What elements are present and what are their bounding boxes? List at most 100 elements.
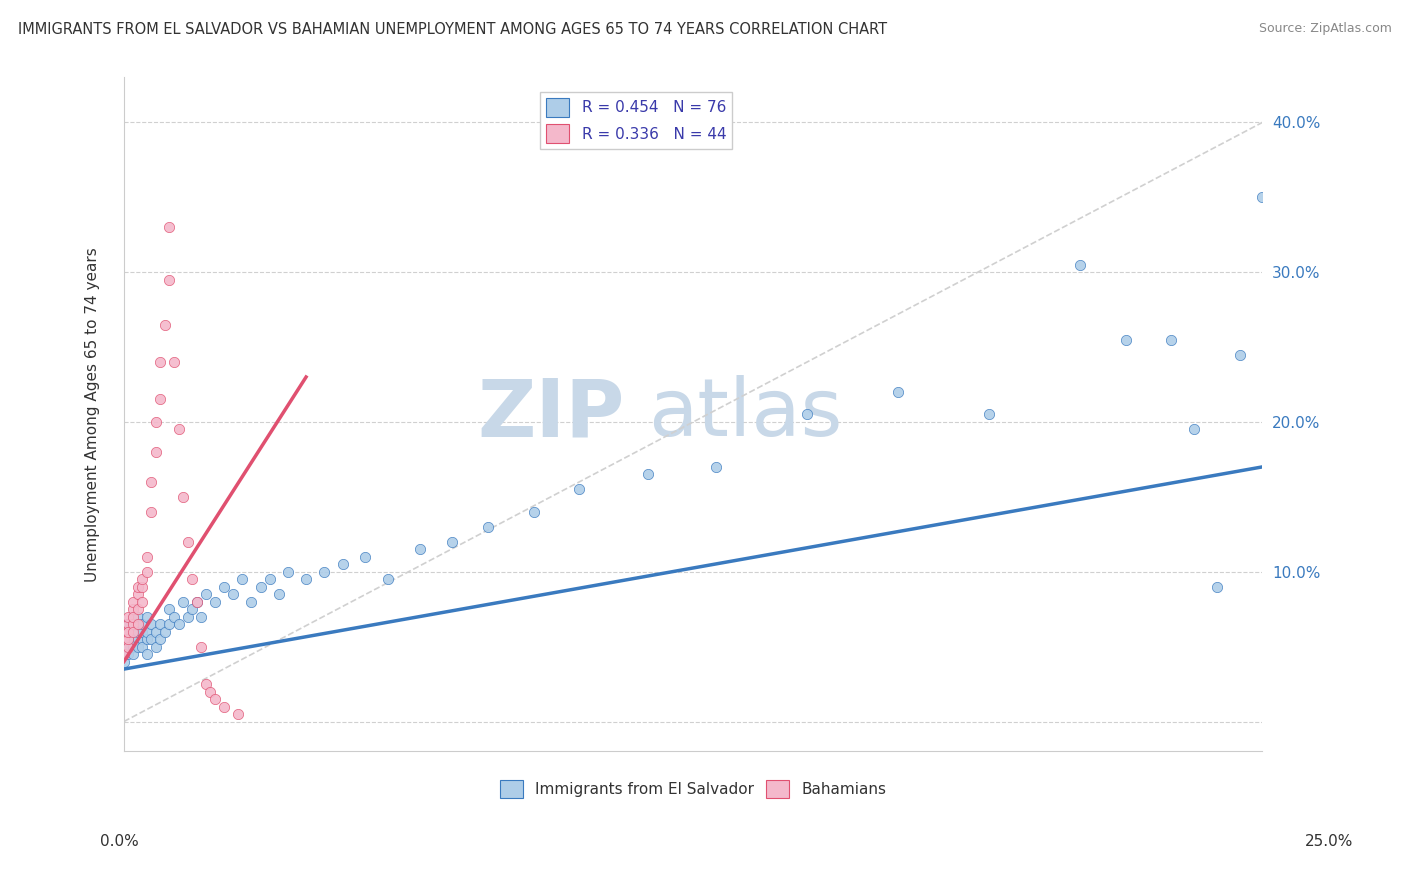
Legend: Immigrants from El Salvador, Bahamians: Immigrants from El Salvador, Bahamians	[494, 773, 893, 805]
Point	[212, 580, 235, 594]
Point	[122, 617, 145, 632]
Point	[377, 572, 399, 586]
Point	[141, 632, 163, 647]
Point	[159, 273, 181, 287]
Point	[1115, 333, 1137, 347]
Point	[259, 572, 281, 586]
Point	[190, 640, 212, 654]
Y-axis label: Unemployment Among Ages 65 to 74 years: Unemployment Among Ages 65 to 74 years	[86, 247, 100, 582]
Point	[1182, 422, 1205, 436]
Point	[523, 505, 546, 519]
Point	[249, 580, 271, 594]
Point	[231, 572, 253, 586]
Point	[131, 624, 153, 639]
Point	[637, 467, 659, 482]
Point	[181, 602, 204, 616]
Point	[204, 692, 226, 706]
Point	[159, 602, 181, 616]
Point	[135, 624, 157, 639]
Point	[122, 624, 145, 639]
Point	[127, 624, 149, 639]
Point	[240, 595, 263, 609]
Point	[704, 459, 727, 474]
Point	[135, 549, 157, 564]
Point	[149, 632, 172, 647]
Point	[176, 609, 198, 624]
Point	[117, 632, 139, 647]
Point	[122, 624, 145, 639]
Point	[267, 587, 290, 601]
Point	[112, 624, 135, 639]
Point	[131, 595, 153, 609]
Point	[1251, 190, 1274, 204]
Point	[112, 640, 135, 654]
Text: Source: ZipAtlas.com: Source: ZipAtlas.com	[1258, 22, 1392, 36]
Point	[122, 647, 145, 661]
Point	[117, 624, 139, 639]
Point	[127, 587, 149, 601]
Point	[204, 595, 226, 609]
Point	[122, 609, 145, 624]
Point	[131, 617, 153, 632]
Point	[1229, 347, 1251, 361]
Text: ZIP: ZIP	[478, 376, 624, 453]
Point	[127, 624, 149, 639]
Point	[135, 632, 157, 647]
Point	[135, 565, 157, 579]
Point	[117, 647, 139, 661]
Point	[127, 602, 149, 616]
Point	[153, 624, 176, 639]
Point	[979, 408, 1001, 422]
Point	[122, 632, 145, 647]
Point	[194, 677, 217, 691]
Point	[332, 558, 354, 572]
Point	[796, 408, 818, 422]
Point	[122, 617, 145, 632]
Point	[172, 595, 194, 609]
Point	[141, 505, 163, 519]
Point	[122, 640, 145, 654]
Point	[277, 565, 299, 579]
Point	[181, 572, 204, 586]
Point	[149, 392, 172, 407]
Text: 25.0%: 25.0%	[1305, 834, 1353, 848]
Point	[117, 640, 139, 654]
Point	[117, 617, 139, 632]
Point	[354, 549, 377, 564]
Point	[568, 483, 591, 497]
Point	[226, 706, 249, 721]
Point	[117, 632, 139, 647]
Point	[200, 684, 222, 698]
Point	[141, 475, 163, 489]
Point	[112, 655, 135, 669]
Point	[127, 609, 149, 624]
Point	[149, 355, 172, 369]
Point	[163, 609, 186, 624]
Text: IMMIGRANTS FROM EL SALVADOR VS BAHAMIAN UNEMPLOYMENT AMONG AGES 65 TO 74 YEARS C: IMMIGRANTS FROM EL SALVADOR VS BAHAMIAN …	[18, 22, 887, 37]
Point	[112, 647, 135, 661]
Point	[212, 699, 235, 714]
Point	[186, 595, 208, 609]
Point	[1069, 258, 1091, 272]
Point	[117, 624, 139, 639]
Point	[190, 609, 212, 624]
Point	[127, 640, 149, 654]
Point	[145, 640, 167, 654]
Point	[135, 647, 157, 661]
Point	[117, 624, 139, 639]
Point	[131, 640, 153, 654]
Point	[117, 640, 139, 654]
Point	[131, 580, 153, 594]
Point	[131, 632, 153, 647]
Point	[117, 609, 139, 624]
Point	[145, 624, 167, 639]
Point	[141, 617, 163, 632]
Point	[122, 595, 145, 609]
Point	[186, 595, 208, 609]
Point	[295, 572, 318, 586]
Point	[122, 602, 145, 616]
Point	[1206, 580, 1229, 594]
Point	[176, 534, 198, 549]
Point	[117, 617, 139, 632]
Point	[135, 609, 157, 624]
